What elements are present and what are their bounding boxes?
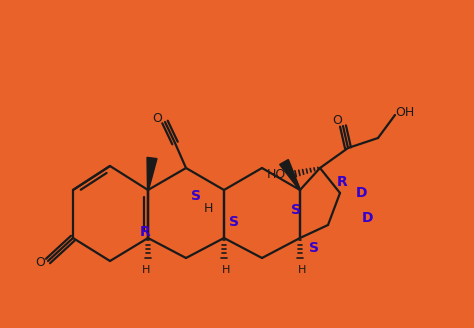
Text: O: O [332,114,342,128]
Text: S: S [229,215,239,229]
Text: HO: HO [266,169,286,181]
Polygon shape [147,157,157,190]
Text: OH: OH [395,106,415,118]
Text: O: O [35,256,45,269]
Text: D: D [362,211,374,225]
Text: H: H [203,201,213,215]
Text: R: R [140,225,150,239]
Text: D: D [356,186,368,200]
Text: S: S [291,203,301,217]
Text: H: H [222,265,230,275]
Text: S: S [191,189,201,203]
Text: O: O [152,112,162,125]
Text: H: H [142,265,150,275]
Text: S: S [309,241,319,255]
Text: R: R [337,175,347,189]
Text: H: H [298,265,306,275]
Polygon shape [280,159,301,190]
